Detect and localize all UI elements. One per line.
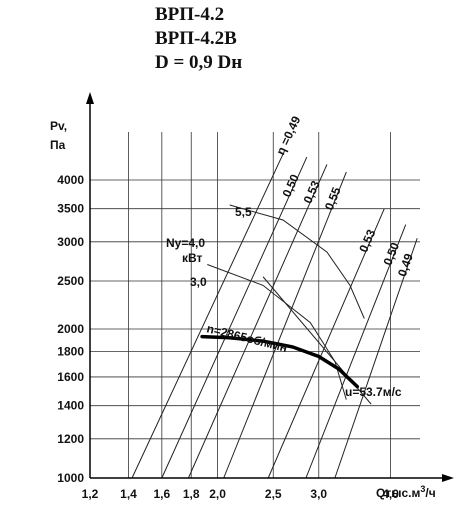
efficiency-line [187, 164, 328, 479]
efficiency-label: 0,55 [322, 185, 344, 212]
power-curve [207, 264, 347, 400]
x-tick-label: 4,0 [382, 487, 399, 501]
efficiency-line [334, 238, 418, 479]
efficiency-line [131, 149, 286, 479]
x-tick-label: 1,4 [120, 487, 137, 501]
y-tick-label: 3000 [57, 235, 84, 249]
title-line: D = 0,9 Dн [155, 52, 242, 73]
x-tick-label: 1,2 [82, 487, 99, 501]
tick-labels: 1000 1200 1400 1600 1800 2000 2500 3000 3500 4000… [57, 173, 399, 501]
y-axis-title: Па [50, 138, 66, 152]
efficiency-line [305, 224, 407, 479]
axes [86, 92, 454, 482]
x-axis-title: Qтыс.м3/ч [376, 484, 436, 500]
x-tick-label: 1,6 [153, 487, 170, 501]
x-tick-label: 3,0 [310, 487, 327, 501]
efficiency-line [267, 208, 385, 479]
efficiency-line [223, 171, 347, 479]
x-axis-arrow [442, 474, 454, 482]
y-tick-label: 1800 [57, 345, 84, 359]
power-curve [229, 204, 365, 319]
y-tick-label: 3500 [57, 202, 84, 216]
y-axis-title: Pv, [50, 119, 67, 133]
grid [89, 132, 420, 479]
efficiency-lines: η =0,490,500,53 0,550,53 0,500,49 [131, 114, 418, 479]
power-curves: 5,5 3,0 [190, 204, 365, 400]
y-tick-label: 1400 [57, 399, 84, 413]
y-tick-label: 1600 [57, 370, 84, 384]
power-axis-label: Ny=4,0 [166, 236, 205, 250]
power-label: 5,5 [235, 205, 252, 219]
velocity-label: u=53.7м/с [345, 385, 402, 399]
y-tick-label: 1000 [57, 471, 84, 485]
y-tick-label: 1200 [57, 432, 84, 446]
x-tick-label: 2,0 [209, 487, 226, 501]
annotations: Pv,ПаQтыс.м3/чNy=4,0кВтn=2865об/минu=53.… [50, 119, 436, 500]
title-line: ВРП-4.2 [155, 4, 224, 25]
y-axis-arrow [86, 92, 94, 104]
efficiency-line [161, 156, 308, 479]
y-tick-label: 2000 [57, 322, 84, 336]
chart-title: ВРП-4.2 ВРП-4.2В D = 0,9 Dн [155, 4, 242, 73]
efficiency-label: η =0,49 [273, 114, 303, 157]
fan-curve [200, 334, 360, 389]
title-line: ВРП-4.2В [155, 28, 237, 49]
fan-curve-group [200, 334, 360, 389]
power-label: 3,0 [190, 275, 207, 289]
y-tick-label: 2500 [57, 274, 84, 288]
efficiency-label: 0,53 [356, 227, 378, 254]
x-tick-label: 1,8 [183, 487, 200, 501]
y-tick-label: 4000 [57, 173, 84, 187]
power-axis-unit: кВт [182, 251, 203, 265]
x-tick-label: 2,5 [265, 487, 282, 501]
